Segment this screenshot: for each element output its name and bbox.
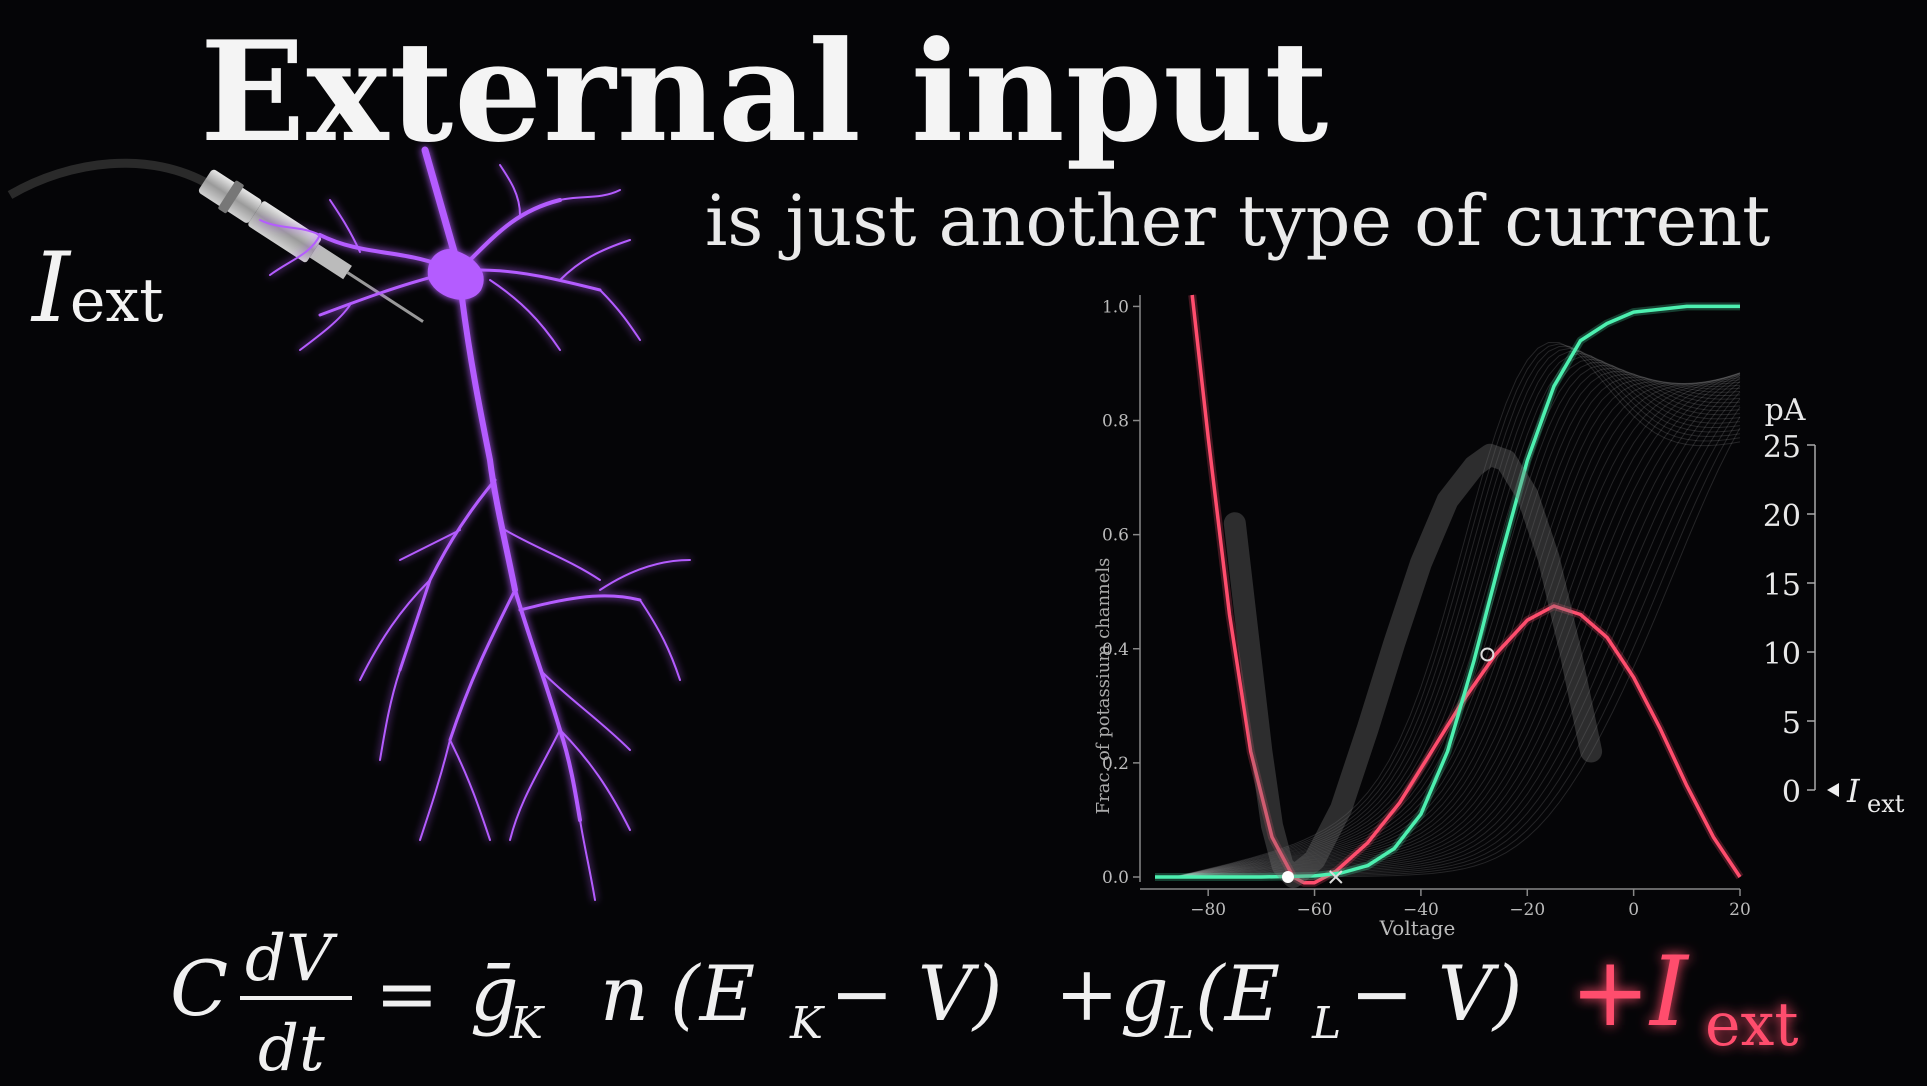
iext-pointer-icon (1827, 783, 1839, 797)
neuron-illustration (7, 146, 691, 901)
background-curve (1176, 377, 1741, 878)
series-line-gray (1223, 443, 1603, 888)
right-axis-tick-label: 10 (1763, 637, 1801, 672)
right-axis-tick-label: 15 (1763, 568, 1801, 603)
iext-symbol: I (32, 232, 70, 344)
x-tick-label: 0 (1628, 900, 1639, 920)
eq-denominator: dt (258, 1012, 325, 1086)
y-tick-label: 0.4 (1102, 640, 1129, 660)
eq-iext-plus: + (1570, 936, 1650, 1048)
background-curve (1176, 373, 1741, 878)
eq-iext-symbol: I (1648, 936, 1690, 1048)
y-tick-label: 1.0 (1102, 297, 1129, 317)
background-curve (1176, 341, 1741, 877)
series-line-red (1190, 294, 1742, 885)
eq-iext-sub: ext (1705, 990, 1798, 1060)
slide-title: External input (200, 10, 1330, 173)
point-cross (1329, 870, 1343, 884)
eq-gl-sub: L (1164, 998, 1194, 1049)
right-axis-tick-label: 25 (1763, 430, 1801, 465)
x-tick-label: −20 (1509, 900, 1545, 920)
eq-el-open: (E (1195, 949, 1280, 1038)
background-curve (1176, 372, 1741, 878)
y-axis-label: Frac. of potassium channels (1093, 558, 1114, 815)
eq-ek-open: (E (670, 949, 755, 1038)
background-curve (1176, 381, 1741, 878)
background-curve (1176, 347, 1741, 878)
eq-numerator: dV (245, 922, 338, 996)
background-curve (1176, 358, 1741, 878)
eq-el-rest: − V) (1350, 949, 1522, 1038)
background-curve (1176, 372, 1741, 878)
neuron-shape (259, 146, 691, 901)
background-curve (1176, 375, 1741, 878)
eq-n: n (600, 949, 649, 1038)
eq-ek-rest: − V) (830, 949, 1002, 1038)
x-axis-label: Voltage (1379, 916, 1456, 940)
x-tick-label: 20 (1729, 900, 1751, 920)
background-curve (1176, 352, 1741, 878)
background-curve (1176, 361, 1741, 878)
iext-pointer-symbol: I (1846, 772, 1861, 810)
background-curve (1176, 356, 1741, 878)
slide-subtitle: is just another type of current (705, 180, 1771, 262)
iext-pointer-sub: ext (1867, 790, 1905, 818)
right-axis-tick-label: 20 (1763, 499, 1801, 534)
background-curve (1176, 371, 1741, 878)
right-axis-unit: pA (1765, 393, 1806, 428)
eq-equals: = (375, 949, 439, 1038)
eq-plus: + (1055, 949, 1119, 1038)
background-curve (1176, 376, 1741, 878)
eq-gl: g (1120, 949, 1169, 1038)
y-tick-label: 0.0 (1102, 868, 1129, 888)
y-tick-label: 0.8 (1102, 412, 1129, 432)
right-axis-tick-label: 0 (1782, 775, 1801, 810)
y-tick-label: 0.2 (1102, 754, 1129, 774)
background-curve (1176, 372, 1741, 878)
background-curve (1176, 374, 1741, 878)
phase-chart: 0.0 0.2 0.4 0.6 0.8 1.0 −80 −60 −40 −20 0 20 Voltage… (1093, 294, 1905, 940)
background-curve (1176, 350, 1741, 878)
background-curve (1176, 381, 1741, 878)
eq-el-sub: L (1311, 998, 1341, 1049)
eq-capacitance: C (170, 944, 228, 1033)
membrane-equation: C dV dt = ḡ K n (E K − V) + g L (E L − … (170, 922, 1798, 1086)
x-tick-label: −60 (1297, 900, 1333, 920)
background-curve (1176, 377, 1741, 878)
x-tick-label: −40 (1403, 900, 1439, 920)
background-curve (1176, 398, 1741, 878)
eq-ek-sub: K (789, 998, 825, 1049)
eq-gk-sub: K (509, 998, 545, 1049)
background-curve (1176, 379, 1741, 878)
background-curve (1176, 391, 1741, 878)
iext-subscript: ext (69, 266, 164, 336)
eq-iext-term: + I ext (1570, 936, 1798, 1060)
background-curve (1176, 381, 1741, 878)
electrode-cable (7, 158, 213, 199)
eq-gk: ḡ (470, 949, 519, 1038)
background-curve (1176, 343, 1741, 877)
y-tick-label: 0.6 (1102, 526, 1129, 546)
background-curve (1176, 373, 1741, 878)
background-curve (1176, 379, 1741, 878)
iext-label: Iext (32, 232, 163, 344)
right-axis-tick-label: 5 (1782, 706, 1801, 741)
background-curve (1176, 385, 1741, 878)
x-tick-label: −80 (1190, 900, 1226, 920)
point-ring (1480, 647, 1495, 662)
background-curve (1176, 345, 1741, 877)
point-filled (1281, 871, 1294, 883)
electrode-probe-icon (198, 169, 424, 323)
background-curve (1176, 373, 1741, 878)
